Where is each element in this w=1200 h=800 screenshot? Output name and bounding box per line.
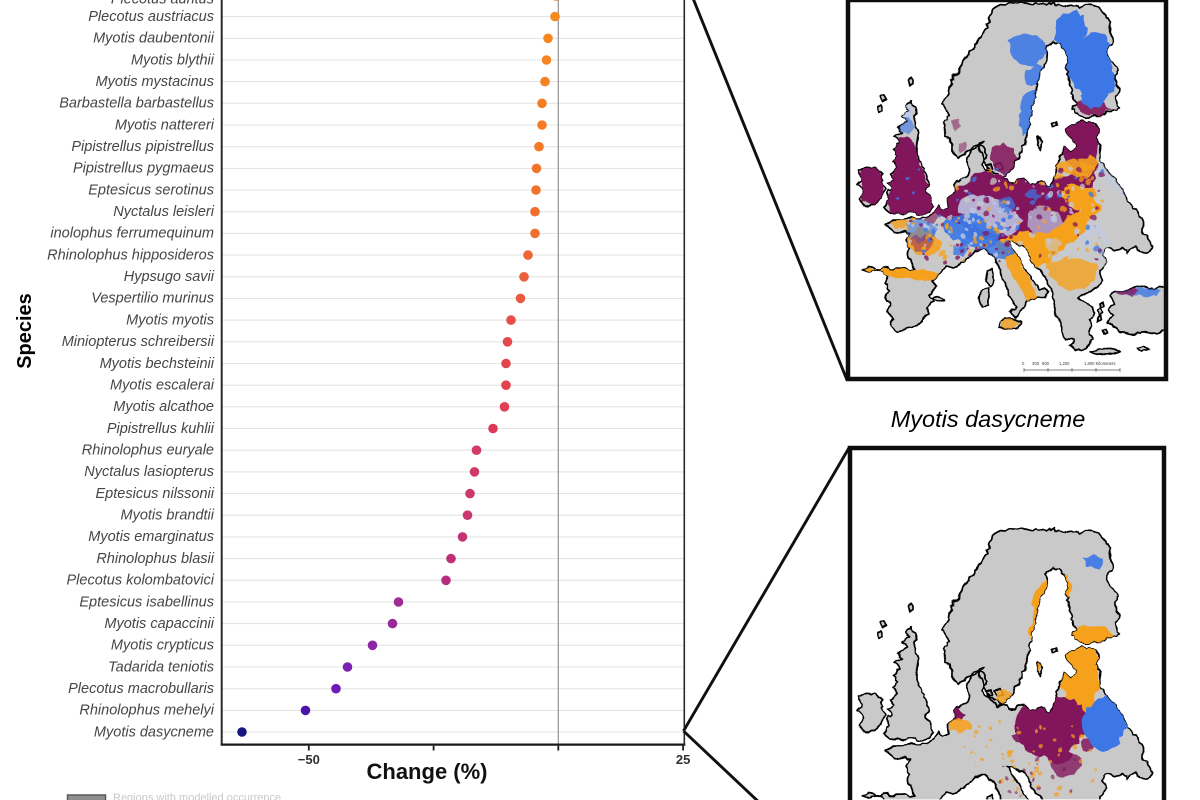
svg-text:Rhinolophus hipposideros: Rhinolophus hipposideros bbox=[47, 247, 214, 263]
svg-text:Miniopterus schreibersii: Miniopterus schreibersii bbox=[62, 334, 215, 350]
svg-text:300: 300 bbox=[1032, 361, 1040, 366]
svg-text:1,200: 1,200 bbox=[1059, 361, 1070, 366]
svg-text:Eptesicus isabellinus: Eptesicus isabellinus bbox=[79, 594, 214, 610]
svg-text:600: 600 bbox=[1042, 361, 1050, 366]
svg-text:Myotis alcathoe: Myotis alcathoe bbox=[113, 399, 214, 415]
svg-text:Myotis dasycneme: Myotis dasycneme bbox=[891, 406, 1086, 432]
svg-text:Myotis mystacinus: Myotis mystacinus bbox=[96, 74, 214, 90]
svg-text:Rhinolophus euryale: Rhinolophus euryale bbox=[82, 443, 214, 459]
svg-text:Myotis myotis: Myotis myotis bbox=[126, 312, 214, 328]
svg-text:Species: Species bbox=[14, 293, 36, 369]
svg-text:Myotis nattereri: Myotis nattereri bbox=[115, 117, 215, 133]
svg-text:Myotis bechsteinii: Myotis bechsteinii bbox=[100, 356, 215, 372]
svg-text:0: 0 bbox=[1022, 361, 1025, 366]
svg-text:Change (%): Change (%) bbox=[367, 759, 488, 784]
svg-text:Myotis capaccinii: Myotis capaccinii bbox=[104, 616, 214, 632]
svg-text:Pipistrellus kuhlii: Pipistrellus kuhlii bbox=[107, 421, 215, 437]
svg-text:−50: −50 bbox=[298, 752, 320, 767]
svg-text:Nyctalus leisleri: Nyctalus leisleri bbox=[113, 204, 214, 220]
svg-text:Plecotus macrobullaris: Plecotus macrobullaris bbox=[68, 681, 214, 697]
svg-text:Vespertilio murinus: Vespertilio murinus bbox=[91, 291, 214, 307]
svg-text:1,800 Kilometers: 1,800 Kilometers bbox=[1084, 361, 1115, 366]
svg-text:Rhinolophus blasii: Rhinolophus blasii bbox=[96, 551, 214, 567]
svg-text:Pipistrellus pipistrellus: Pipistrellus pipistrellus bbox=[71, 139, 214, 155]
svg-text:Rhinolophus mehelyi: Rhinolophus mehelyi bbox=[79, 703, 214, 719]
svg-text:Myotis escalerai: Myotis escalerai bbox=[110, 378, 215, 394]
svg-text:Myotis crypticus: Myotis crypticus bbox=[111, 638, 214, 654]
svg-text:Myotis emarginatus: Myotis emarginatus bbox=[88, 529, 214, 545]
svg-text:Tadarida teniotis: Tadarida teniotis bbox=[108, 659, 214, 675]
svg-text:inolophus ferrumequinum: inolophus ferrumequinum bbox=[50, 226, 214, 242]
svg-text:Hypsugo savii: Hypsugo savii bbox=[124, 269, 215, 285]
svg-text:Nyctalus lasiopterus: Nyctalus lasiopterus bbox=[84, 464, 214, 480]
svg-text:Myotis dasycneme: Myotis dasycneme bbox=[94, 724, 214, 740]
svg-text:Myotis daubentonii: Myotis daubentonii bbox=[93, 31, 215, 47]
svg-text:Eptesicus nilssonii: Eptesicus nilssonii bbox=[96, 486, 215, 502]
svg-text:Barbastella barbastellus: Barbastella barbastellus bbox=[59, 96, 214, 112]
svg-text:Plecotus austriacus: Plecotus austriacus bbox=[88, 9, 214, 25]
svg-text:Myotis blythii: Myotis blythii bbox=[131, 52, 215, 68]
svg-text:Plecotus auritus: Plecotus auritus bbox=[111, 0, 214, 7]
svg-text:Plecotus kolombatovici: Plecotus kolombatovici bbox=[67, 573, 215, 589]
svg-text:Regions with modelled occurren: Regions with modelled occurrence bbox=[113, 792, 281, 800]
svg-text:Eptesicus serotinus: Eptesicus serotinus bbox=[88, 182, 214, 198]
svg-text:Myotis brandtii: Myotis brandtii bbox=[121, 508, 215, 524]
svg-text:Pipistrellus pygmaeus: Pipistrellus pygmaeus bbox=[73, 161, 214, 177]
svg-text:25: 25 bbox=[676, 752, 690, 767]
